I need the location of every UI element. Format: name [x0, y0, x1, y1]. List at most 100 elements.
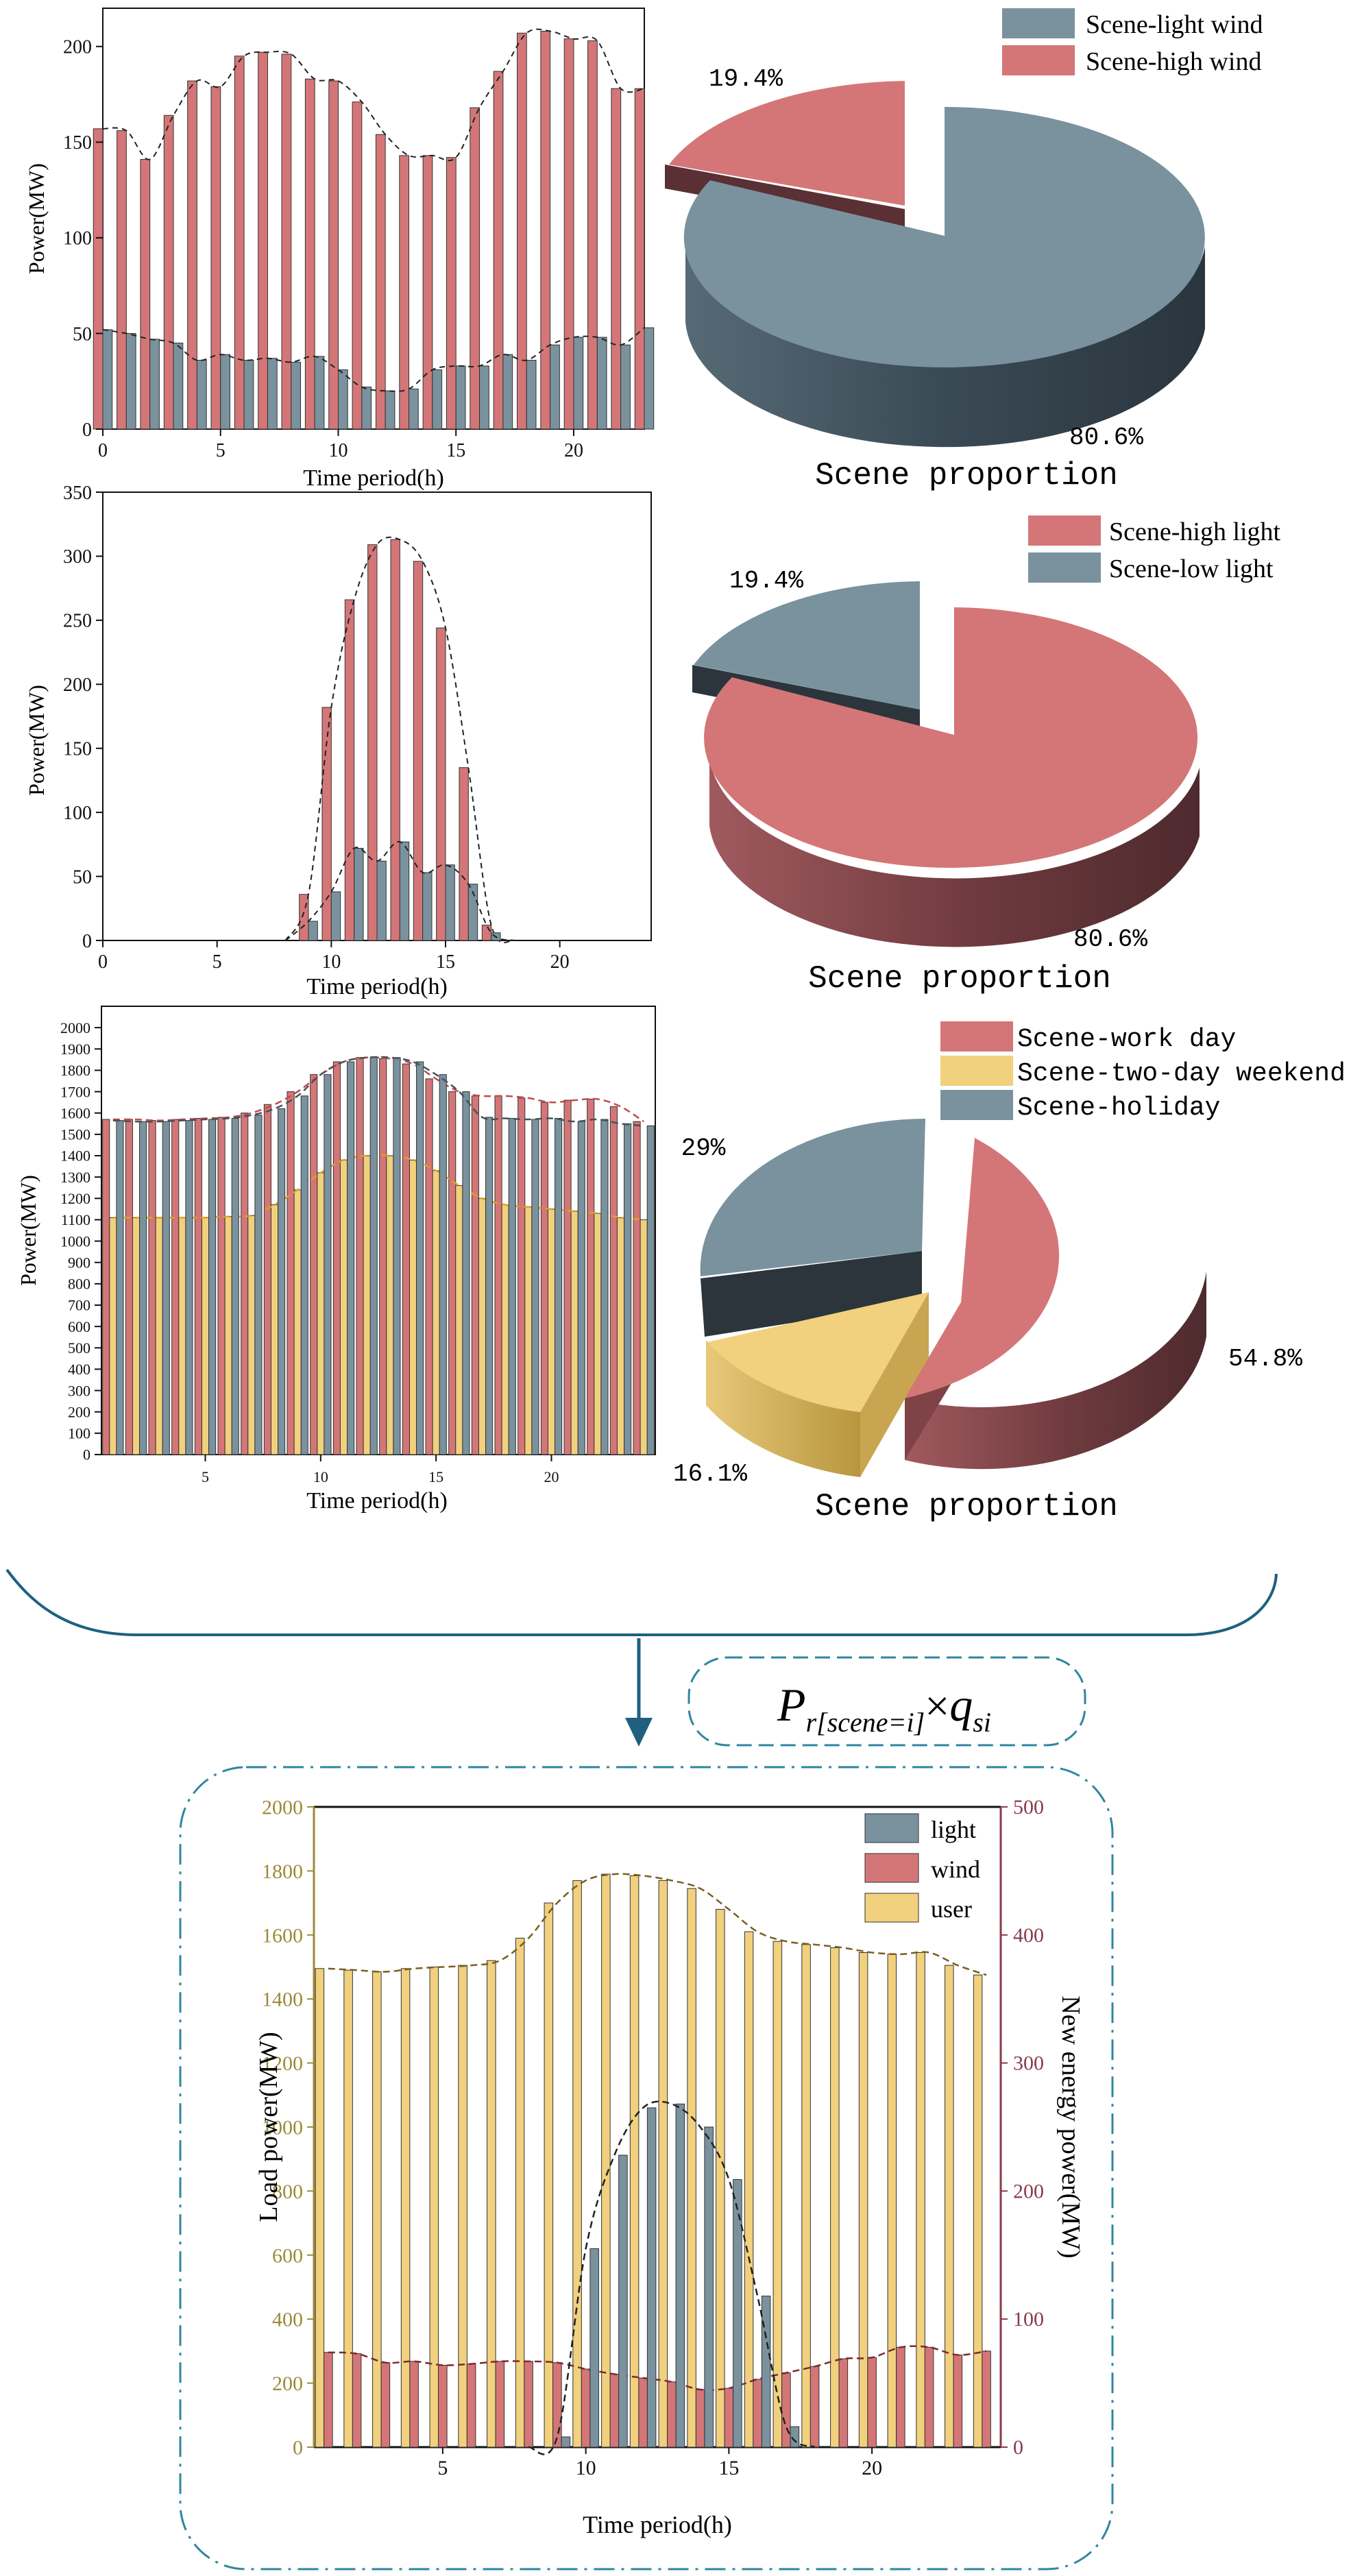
y-tick-label: 300: [63, 546, 92, 568]
y-tick-label: 100: [63, 803, 92, 824]
load-bar-work: [102, 1119, 110, 1455]
x-tick-label: 10: [576, 2457, 596, 2479]
load-bar-holiday: [393, 1057, 401, 1455]
combined-bar-wind: [896, 2346, 905, 2448]
wind-bar-light: [385, 390, 395, 430]
y-tick-label: 1300: [60, 1169, 90, 1186]
formula-times: ×: [925, 1681, 949, 1730]
combined-bar-light: [790, 2426, 800, 2448]
load-pie-work-side: [905, 1272, 1206, 1470]
y-tick-label: 400: [272, 2309, 303, 2331]
load-bar-holiday: [300, 1095, 308, 1455]
x-tick-label: 20: [564, 440, 583, 461]
load-bar-weekend: [594, 1213, 602, 1455]
combined-bar-wind: [781, 2372, 791, 2448]
load-bar-weekend: [155, 1217, 163, 1455]
wind-legend-light: Scene-light wind: [1086, 10, 1263, 39]
y-tick-label: 800: [68, 1276, 90, 1293]
wind-bar-light: [314, 356, 325, 430]
load-bar-weekend: [478, 1198, 487, 1455]
wind-bar-high: [140, 158, 151, 430]
wind-bar-light: [220, 354, 230, 430]
x-tick-label: 20: [550, 951, 570, 973]
combined-bar-wind: [609, 2374, 620, 2448]
wind-legend-high: Scene-high wind: [1086, 47, 1261, 76]
load-legend-weekend: Scene-two-day weekend: [1017, 1059, 1346, 1089]
combined-bar-user: [945, 1965, 954, 2448]
load-bar-work: [518, 1097, 526, 1455]
y-tick-label: 400: [68, 1361, 90, 1378]
y-tick-label: 800: [272, 2180, 303, 2203]
load-pie-label-holiday: 29%: [681, 1134, 726, 1163]
y-tick-label: 1400: [262, 1989, 303, 2011]
combined-y2label: New energy power(MW): [1056, 1995, 1085, 2258]
y2-tick-label: 100: [1013, 2308, 1044, 2331]
combined-bar-wind: [380, 2362, 391, 2448]
combined-bar-light: [646, 2107, 657, 2448]
x-tick-label: 5: [437, 2457, 448, 2479]
wind-bar-high: [540, 30, 551, 430]
load-bar-holiday: [555, 1118, 563, 1455]
wind-bar-light: [243, 360, 254, 430]
load-bar-weekend: [132, 1217, 141, 1455]
combined-bar-light: [733, 2179, 742, 2448]
combined-bar-light: [561, 2436, 571, 2448]
curly-brace: [5, 1568, 1278, 1636]
y-tick-label: 600: [272, 2244, 303, 2267]
x-tick-label: 20: [862, 2457, 882, 2479]
y-tick-label: 200: [63, 675, 92, 696]
y-tick-label: 500: [68, 1339, 90, 1357]
x-tick-label: 0: [98, 440, 108, 461]
load-bar-weekend: [363, 1155, 371, 1455]
y-tick-label: 100: [68, 1425, 90, 1442]
wind-bar-high: [422, 155, 433, 430]
combined-trend-user: [328, 1873, 987, 1976]
load-pie-chart: 29% 54.8% 16.1% Scene proportion Scene-w…: [673, 1021, 1346, 1524]
light-bar-low: [467, 884, 478, 941]
light-bar-high: [436, 627, 446, 941]
wind-bar-light: [173, 342, 184, 430]
wind-pie-slice-light: [683, 107, 1205, 367]
formula-p-sub: r[scene=i]: [806, 1707, 925, 1738]
load-bar-work: [494, 1095, 502, 1455]
combined-legend-swatch-light: [864, 1813, 919, 1843]
wind-bar-light: [644, 327, 655, 430]
y-tick-label: 50: [73, 324, 92, 345]
load-bar-work: [563, 1099, 572, 1455]
light-bar-high: [413, 561, 424, 941]
light-legend-swatch-high: [1028, 515, 1101, 546]
combined-bar-user: [916, 1952, 925, 2448]
wind-bar-high: [399, 155, 410, 430]
load-bar-work: [471, 1095, 479, 1455]
y-tick-label: 200: [68, 1403, 90, 1420]
combined-bar-user: [458, 1965, 467, 2448]
light-bar-high: [299, 894, 309, 941]
load-bar-holiday: [162, 1121, 170, 1455]
y-tick-label: 2000: [262, 1797, 303, 1819]
y2-tick-label: 0: [1013, 2436, 1023, 2459]
y-tick-label: 1500: [60, 1126, 90, 1143]
y-tick-label: 0: [83, 1446, 90, 1463]
load-bar-weekend: [432, 1170, 440, 1455]
load-bar-holiday: [208, 1119, 217, 1455]
light-trend-line: [284, 536, 515, 943]
y-tick-label: 300: [68, 1382, 90, 1399]
x-tick-label: 15: [436, 951, 455, 973]
dash-dot-frame: [179, 1766, 1114, 2571]
light-bar-high: [344, 599, 355, 941]
load-bar-holiday: [624, 1123, 632, 1455]
y-tick-label: 700: [68, 1297, 90, 1314]
combined-bar-wind: [724, 2387, 734, 2448]
load-bar-work: [609, 1106, 618, 1455]
load-trend-line: [112, 1154, 644, 1221]
load-trend-line: [112, 1056, 644, 1127]
combined-bar-user: [801, 1944, 811, 2448]
load-bar-weekend: [409, 1159, 417, 1455]
y-tick-label: 0: [82, 931, 92, 952]
light-bar-low: [399, 841, 410, 941]
light-bar-high: [390, 539, 400, 941]
load-pie-slice-holiday: [700, 1119, 925, 1276]
wind-bar-light: [361, 387, 372, 430]
wind-bar-light: [125, 332, 136, 430]
